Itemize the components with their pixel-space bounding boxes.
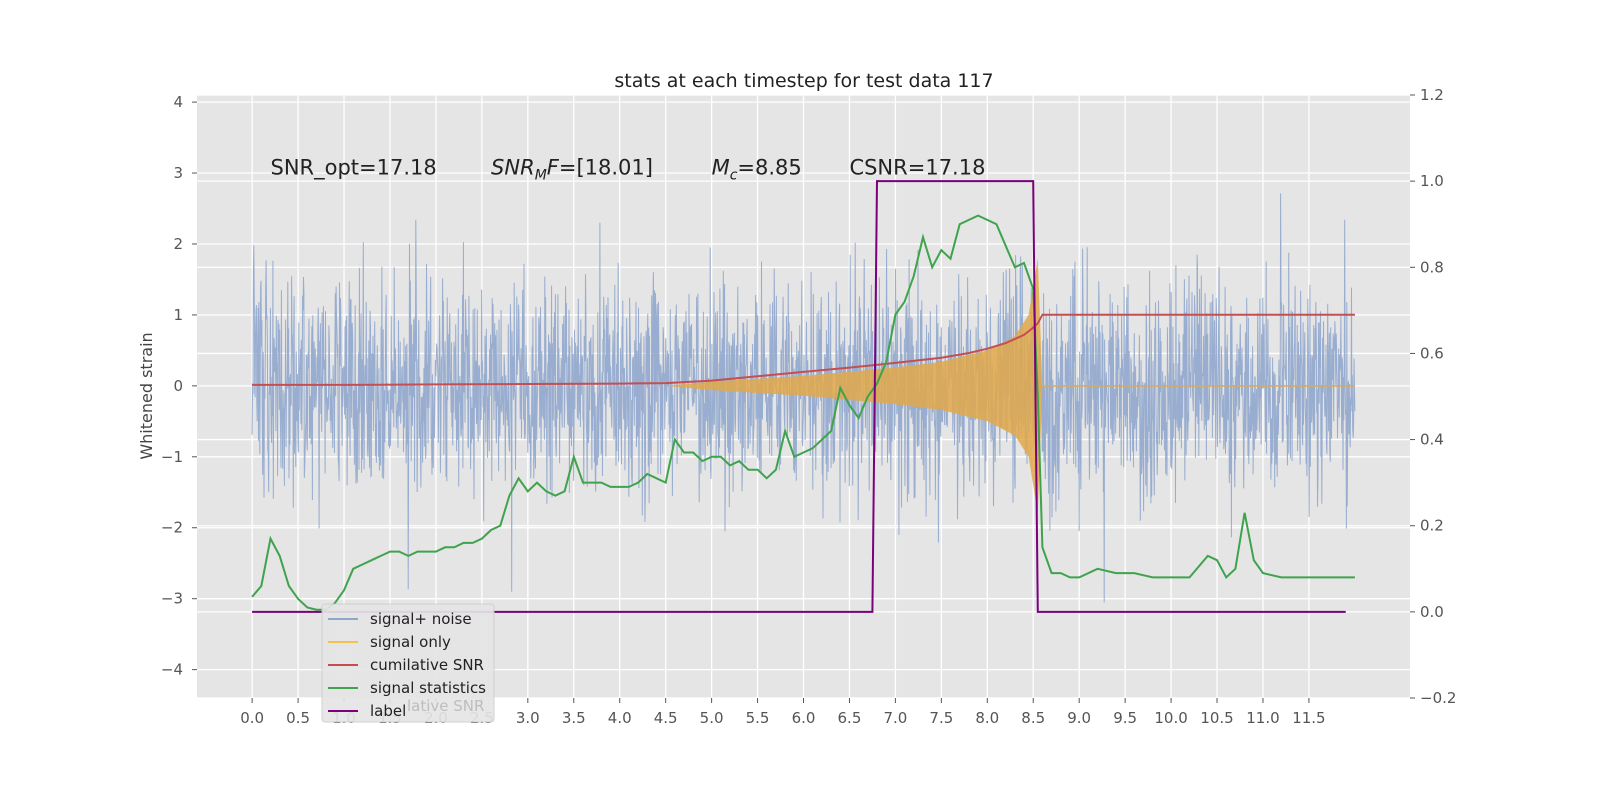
annotation-subscript: M — [535, 167, 547, 183]
y-tick-label: 2 — [173, 235, 183, 253]
annotation-symbol: SNR — [491, 155, 535, 179]
y-tick-label: −1 — [161, 448, 183, 466]
legend-box — [321, 603, 495, 723]
x-tick-label: 10.5 — [1200, 709, 1233, 727]
y-tick-label: 1 — [173, 306, 183, 324]
y2-tick-label: −0.2 — [1420, 689, 1456, 707]
x-tick-label: 7.5 — [929, 709, 953, 727]
legend: lative SNR signal+ noise signal only cumila… — [321, 603, 495, 723]
annotation-value: =[18.01] — [559, 155, 653, 179]
x-tick-label: 3.5 — [562, 709, 586, 727]
annotation-symbol: M — [712, 155, 730, 179]
x-tick-label: 7.0 — [883, 709, 907, 727]
series-signal-noise — [251, 193, 1356, 603]
annotation-symbol-suffix: F — [547, 155, 560, 179]
label-line — [252, 180, 1346, 613]
legend-ghost-text: lative SNR — [407, 697, 484, 715]
noise-trace — [251, 193, 1356, 603]
legend-label: signal only — [370, 633, 451, 651]
y2-tick-label: 1.0 — [1420, 172, 1444, 190]
x-tick-label: 11.0 — [1246, 709, 1279, 727]
annotation-snr_opt: SNR_opt=17.18 — [271, 155, 437, 180]
y2-tick-label: 0.0 — [1420, 603, 1444, 621]
x-tick-label: 9.5 — [1113, 709, 1137, 727]
x-tick-label: 5.5 — [746, 709, 770, 727]
x-tick-label: 3.0 — [516, 709, 540, 727]
x-tick-label: 6.5 — [838, 709, 862, 727]
series-lines — [251, 180, 1355, 613]
x-tick-label: 8.0 — [975, 709, 999, 727]
y2-axis-ticks: 1.2 1.0 0.8 0.6 0.4 0.2 0.0 −0.2 — [1410, 86, 1456, 707]
y-tick-label: 3 — [173, 164, 183, 182]
annotation-value: =8.85 — [737, 155, 801, 179]
y-axis-label: Whitened strain — [137, 332, 156, 459]
annotation-subscript: c — [730, 167, 738, 183]
x-tick-label: 10.0 — [1154, 709, 1187, 727]
x-tick-label: 9.0 — [1067, 709, 1091, 727]
y-tick-label: −3 — [161, 590, 183, 608]
y2-tick-label: 0.8 — [1420, 258, 1444, 276]
y-tick-label: 4 — [173, 93, 183, 111]
signal-envelope — [665, 258, 1043, 514]
y2-tick-label: 0.6 — [1420, 344, 1444, 362]
series-signal-only — [665, 258, 1355, 514]
x-tick-label: 0.0 — [240, 709, 264, 727]
x-tick-label: 4.0 — [608, 709, 632, 727]
x-tick-label: 5.0 — [700, 709, 724, 727]
annotation-csnr: CSNR=17.18 — [849, 155, 985, 179]
legend-label: signal statistics — [370, 679, 486, 697]
legend-label: signal+ noise — [370, 610, 472, 628]
y2-tick-label: 0.2 — [1420, 517, 1444, 535]
chart-title: stats at each timestep for test data 117 — [614, 70, 993, 92]
y-axis-ticks: 4 3 2 1 0 −1 −2 −3 −4 — [161, 93, 197, 679]
x-tick-label: 6.0 — [792, 709, 816, 727]
signal-statistics-line — [251, 214, 1355, 611]
x-tick-label: 8.5 — [1021, 709, 1045, 727]
annotation-mc: Mc=8.85 — [712, 155, 802, 183]
annotation-snr_mf: SNRMF=[18.01] — [491, 155, 653, 183]
y-tick-label: −2 — [161, 519, 183, 537]
y2-tick-label: 1.2 — [1420, 86, 1444, 104]
y2-tick-label: 0.4 — [1420, 431, 1444, 449]
legend-label: label — [370, 702, 406, 720]
x-tick-label: 0.5 — [286, 709, 310, 727]
legend-label: cumilative SNR — [370, 656, 484, 674]
y-tick-label: −4 — [161, 661, 183, 679]
cumulative-snr-line — [252, 313, 1355, 386]
x-tick-label: 11.5 — [1292, 709, 1325, 727]
x-axis-ticks: 0.00.51.01.52.02.53.03.54.04.55.05.56.06… — [240, 698, 1326, 727]
x-tick-label: 4.5 — [654, 709, 678, 727]
annotations: SNR_opt=17.18 SNRMF=[18.01] Mc=8.85 CSNR=17… — [271, 155, 986, 183]
y-tick-label: 0 — [173, 377, 183, 395]
